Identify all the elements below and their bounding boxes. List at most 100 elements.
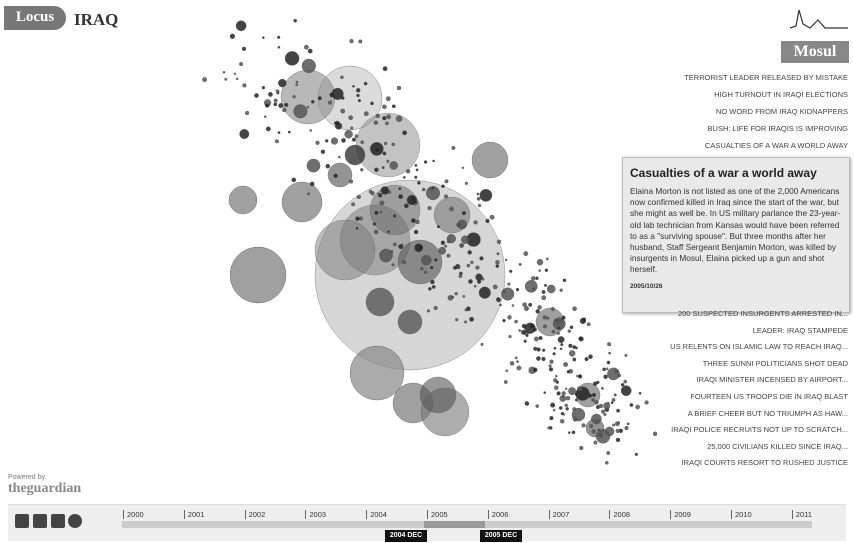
bubble[interactable] [606,360,611,365]
bubble[interactable] [464,320,468,324]
bubble[interactable] [310,99,315,104]
bubble[interactable] [536,356,541,361]
bubble[interactable] [568,387,577,396]
bubble[interactable] [535,276,539,281]
bubble[interactable] [561,315,566,320]
bubble[interactable] [558,406,563,410]
bubble[interactable] [531,276,536,281]
bubble[interactable] [398,187,402,191]
bubble[interactable] [273,98,278,103]
bubble[interactable] [261,36,265,39]
bubble[interactable] [542,315,547,320]
bubble[interactable] [511,304,515,307]
bubble[interactable] [601,387,604,390]
bubble[interactable] [551,329,556,334]
bubble[interactable] [515,287,520,292]
bubble[interactable] [293,104,308,119]
bubble[interactable] [620,382,625,387]
bubble[interactable] [444,244,448,248]
bubble[interactable] [541,295,547,301]
bubble[interactable] [441,184,445,189]
bubble[interactable] [287,130,291,134]
bubble[interactable] [467,250,472,255]
bubble[interactable] [381,166,385,170]
bubble[interactable] [550,306,555,312]
bubble[interactable] [386,159,390,163]
bubble[interactable] [533,346,538,351]
bubble[interactable] [526,306,529,310]
bubble[interactable] [568,350,576,357]
bubble[interactable] [557,336,565,344]
bubble[interactable] [543,283,548,287]
bubble[interactable] [559,288,563,292]
bubble[interactable] [261,85,266,90]
bubble[interactable] [555,319,558,322]
bubble[interactable] [350,126,354,130]
bubble[interactable] [374,210,379,215]
bubble[interactable] [264,103,270,108]
forward-button[interactable] [51,514,65,528]
bubble[interactable] [420,254,432,266]
bubble[interactable] [624,425,629,431]
bubble[interactable] [495,264,500,268]
bubble[interactable] [613,393,617,397]
headline[interactable]: THREE SUNNI POLITICIANS SHOT DEAD [702,358,848,368]
bubble[interactable] [222,71,226,74]
clock-button[interactable] [68,514,82,528]
bubble[interactable] [522,302,527,307]
bubble[interactable] [265,126,271,132]
bubble[interactable] [267,91,273,97]
bubble[interactable] [446,234,456,244]
bubble[interactable] [239,62,244,67]
bubble[interactable] [567,329,572,333]
bubble[interactable] [516,365,522,371]
headline[interactable]: BUSH: LIFE FOR IRAQIS IS IMPROVING [707,124,848,133]
bubble[interactable] [301,58,316,74]
bubble[interactable] [514,319,518,324]
bubble[interactable] [360,168,364,172]
bubble[interactable] [560,343,564,347]
bubble[interactable] [485,218,490,224]
bubble[interactable] [337,155,341,159]
bubble[interactable] [547,426,551,430]
bubble[interactable] [502,318,506,323]
bubble[interactable] [352,84,355,88]
bubble[interactable] [202,77,208,83]
bubble[interactable] [469,316,475,322]
bubble[interactable] [589,423,594,429]
bubble[interactable] [578,336,584,342]
bubble[interactable] [559,394,567,402]
bubble[interactable] [460,235,470,244]
bubble[interactable] [578,374,583,379]
bubble[interactable] [565,407,569,411]
bubble[interactable] [593,440,598,445]
bubble[interactable] [549,359,554,364]
bubble[interactable] [496,239,502,245]
headline[interactable]: A BRIEF CHEER BUT NO TRIUMPH AS HAW... [687,408,848,418]
bubble[interactable] [349,160,353,164]
bubble[interactable] [354,134,359,139]
bubble[interactable] [447,294,454,301]
bubble[interactable] [356,194,361,200]
bubble[interactable] [344,129,353,139]
bubble[interactable] [553,346,557,350]
bubble[interactable] [524,322,536,334]
bubble[interactable] [309,129,313,132]
bubble[interactable] [565,395,571,401]
bubble[interactable] [549,415,554,421]
bubble[interactable] [391,104,396,109]
bubble[interactable] [572,416,578,422]
bubble[interactable] [562,413,566,416]
bubble[interactable] [363,81,368,86]
bubble[interactable] [608,351,611,355]
bubble[interactable] [468,279,473,284]
bubble[interactable] [369,184,421,236]
bubble[interactable] [229,33,236,39]
bubble[interactable] [591,429,597,434]
bubble[interactable] [586,322,591,327]
bubble[interactable] [611,398,616,402]
bubble[interactable] [401,260,407,265]
bubble[interactable] [451,145,456,150]
bubble[interactable] [503,380,508,384]
bubble[interactable] [545,257,549,261]
